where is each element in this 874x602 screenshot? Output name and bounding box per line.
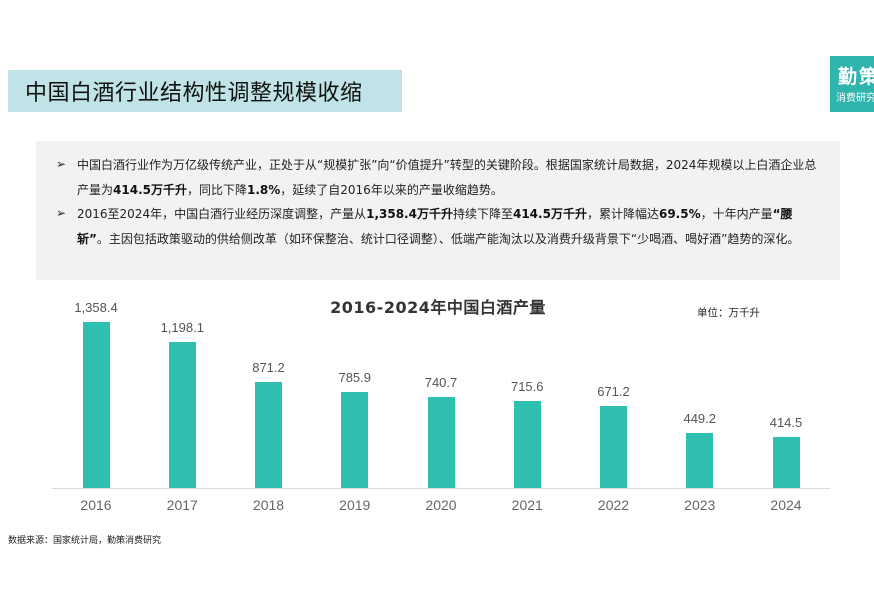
bar-2018 [255,381,282,488]
highlight-text: 1,358.4万千升 [366,207,453,221]
bar-2023 [686,433,714,488]
bar-2016 [82,322,110,488]
highlight-text: 414.5万千升 [512,207,587,221]
body-text: ，同比下降 [186,182,247,197]
bar-2017 [168,341,196,488]
x-axis-tick-label: 2017 [166,497,198,513]
summary-bullet-2: 2016至2024年，中国白酒行业经历深度调整，产量从1,358.4万千升持续下… [77,202,822,251]
highlight-text: 1.8% [247,182,281,197]
body-text: 。主因包括政策驱动的供给侧改革（如环保整治、统计口径调整）、低端产能淘汰以及消费… [96,231,800,246]
bar-2024 [772,437,800,488]
page-title-band: 中国白酒行业结构性调整规模收缩 [8,70,402,112]
body-text: ，延续了自2016年以来的产量收缩趋势。 [280,182,503,197]
body-text: ，累计降幅达 [586,207,659,221]
x-axis-tick-label: 2020 [425,497,457,513]
body-text: ，十年内产量 [700,207,773,221]
bar-value-label: 449.2 [683,411,717,427]
summary-box: ➢ 中国白酒行业作为万亿级传统产业，正处于从“规模扩张”向“价值提升”转型的关键… [36,141,840,280]
bar-value-label: 785.9 [338,369,372,385]
arrow-right-icon: ➢ [56,157,67,171]
brand-subtitle: 消费研究 [836,93,874,104]
bar-value-label: 1,198.1 [160,319,204,335]
x-axis-tick-label: 2018 [252,497,285,513]
body-text: 持续下降至 [452,207,513,221]
x-axis-tick-label: 2022 [597,497,630,513]
highlight-text: 69.5% [658,207,701,221]
chart-title: 2016-2024年中国白酒产量 [330,298,546,317]
x-axis-line [52,488,830,489]
body-text: 2016至2024年，中国白酒行业经历深度调整，产量从 [77,207,367,221]
arrow-right-icon: ➢ [56,206,67,220]
data-source-note: 数据来源：国家统计局，勤策消费研究 [8,536,162,546]
x-axis-tick-label: 2024 [770,497,802,513]
x-axis-tick-label: 2016 [80,497,112,513]
bar-value-label: 671.2 [597,383,630,399]
body-text: 中国白酒行业作为万亿级传统产业，正处于从“规模扩张”向“价值提升”转型的关键阶段… [77,158,817,197]
summary-bullet-1: 中国白酒行业作为万亿级传统产业，正处于从“规模扩张”向“价值提升”转型的关键阶段… [77,153,822,202]
bar-value-label: 715.6 [510,378,544,394]
bar-value-label: 871.2 [252,359,285,375]
bar-value-label: 1,358.4 [74,300,118,315]
brand-name: 勤策 [838,66,874,88]
bar-2022 [600,405,627,488]
page-title: 中国白酒行业结构性调整规模收缩 [25,81,363,106]
highlight-text: “腰斩” [77,207,793,246]
bar-value-label: 414.5 [769,415,803,431]
brand-logo: 勤策 消费研究 [830,56,874,112]
x-axis-tick-label: 2023 [684,497,716,513]
bar-value-label: 740.7 [424,375,458,391]
bar-2020 [427,397,455,488]
x-axis-tick-label: 2019 [339,497,371,513]
bar-2021 [513,400,541,488]
bar-2019 [341,391,369,488]
chart-unit-label: 单位：万千升 [697,307,760,319]
highlight-text: 414.5万千升 [113,182,187,197]
x-axis-tick-label: 2021 [511,497,543,513]
